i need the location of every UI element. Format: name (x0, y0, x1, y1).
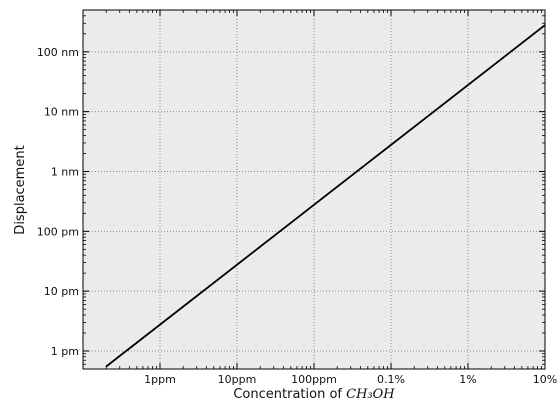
y-tick-label: 100 pm (37, 225, 79, 238)
grid (83, 10, 545, 369)
x-tick-label: 10ppm (218, 373, 257, 386)
x-axis-ticks: 1ppm 10ppm 100ppm 0.1% 1% 10% (144, 10, 557, 386)
y-axis-label: Displacement (13, 145, 28, 234)
y-tick-label: 100 nm (37, 46, 79, 59)
x-tick-label: 10% (533, 373, 557, 386)
x-tick-label: 0.1% (377, 373, 405, 386)
y-tick-label: 1 nm (51, 165, 79, 178)
plot-frame (82, 9, 546, 370)
x-tick-label: 1ppm (144, 373, 176, 386)
x-axis-label: Concentration of CH₃OH (233, 387, 395, 402)
y-tick-label: 10 nm (44, 106, 79, 119)
series-line (105, 24, 546, 368)
x-axis-label-text: Concentration of (233, 387, 346, 402)
y-tick-label: 1 pm (51, 345, 79, 358)
series-group (105, 24, 546, 368)
plot-area (82, 9, 546, 370)
y-tick-label: 10 pm (44, 285, 79, 298)
x-tick-label: 1% (459, 373, 476, 386)
y-axis-ticks: 1 pm 10 pm 100 pm 1 nm 10 nm 100 nm (37, 46, 545, 358)
x-tick-label: 100ppm (291, 373, 337, 386)
x-axis-label-math: CH₃OH (346, 387, 395, 402)
